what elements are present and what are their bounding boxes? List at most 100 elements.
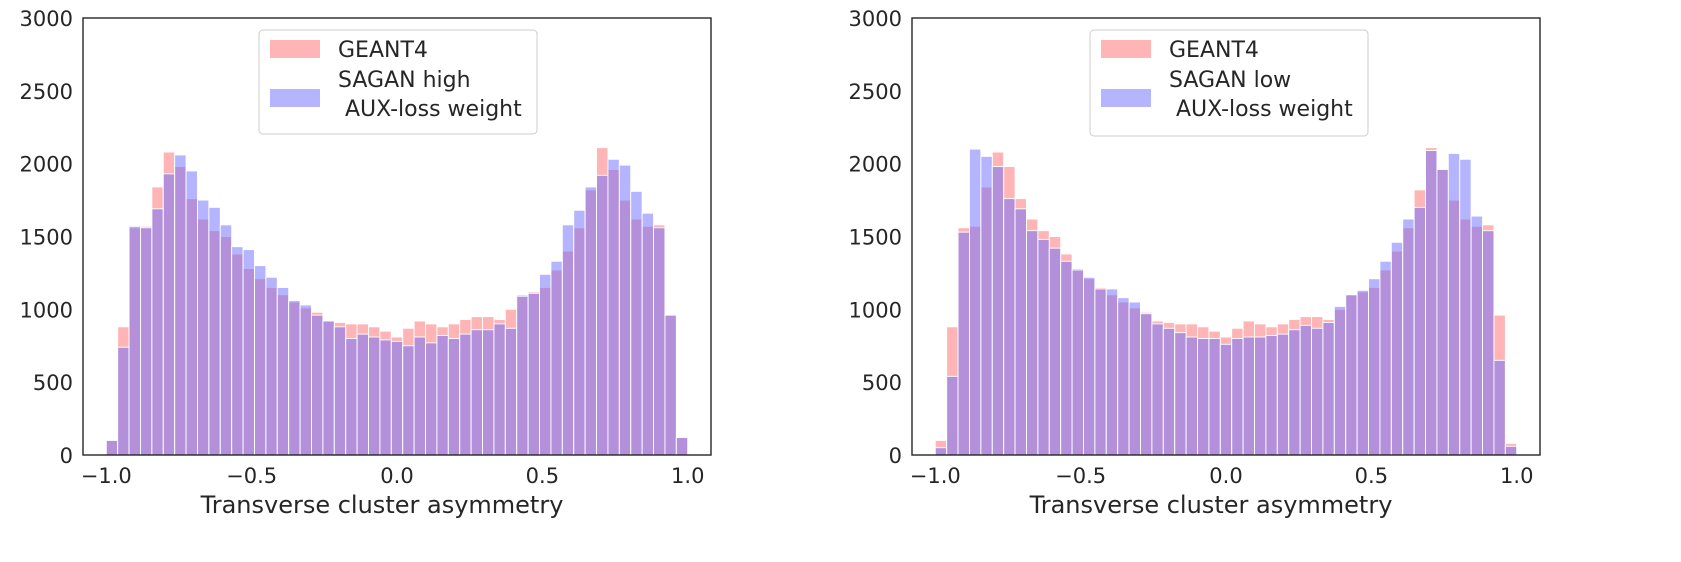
- y-tick-label: 1000: [849, 298, 902, 322]
- histogram-bar: [1254, 336, 1267, 456]
- histogram-bar: [1094, 288, 1107, 456]
- x-axis-label: Transverse cluster asymmetry: [200, 491, 564, 519]
- histogram-bar: [539, 273, 552, 456]
- legend: GEANT4 SAGAN low AUX-loss weight: [1089, 29, 1369, 137]
- histogram-bar: [1447, 153, 1461, 456]
- y-tick-label: 2000: [849, 153, 902, 177]
- y-tick-label: 2000: [20, 153, 73, 177]
- histogram-bar: [946, 375, 959, 456]
- histogram-bar: [425, 342, 438, 456]
- histogram-bar: [1288, 329, 1301, 456]
- histogram-bar: [322, 320, 335, 456]
- legend-box: [258, 29, 538, 135]
- x-tick-label: 1.0: [671, 464, 704, 488]
- histogram-bar: [1197, 338, 1210, 456]
- histogram-bar: [596, 174, 609, 456]
- histogram-bar: [1265, 335, 1278, 456]
- histogram-bar: [504, 327, 518, 456]
- histogram-bar: [265, 276, 278, 456]
- histogram-bar: [934, 447, 948, 456]
- y-tick-label: 500: [862, 371, 902, 395]
- y-tick-label: 1000: [20, 298, 73, 322]
- y-tick-label: 500: [33, 371, 73, 395]
- histogram-bar: [1311, 327, 1324, 456]
- histogram-bar: [459, 333, 472, 456]
- plot-frame: [911, 17, 1541, 456]
- x-axis-label: Transverse cluster asymmetry: [1029, 491, 1393, 519]
- histogram-bar: [390, 340, 404, 456]
- x-tick-label: −1.0: [910, 464, 961, 488]
- histogram-bar: [288, 300, 301, 456]
- histogram-bar: [185, 170, 198, 456]
- histogram-bar: [1208, 338, 1221, 456]
- chart-panel-1: 0 500 1000 1500 2000 2500 3000 −1.0 −0.5 0.0 0.5 1.…: [20, 7, 712, 519]
- histogram-bar: [1425, 150, 1438, 456]
- histogram-bar: [1185, 336, 1198, 456]
- histogram-bar: [345, 338, 358, 456]
- legend-label-a: GEANT4: [1169, 38, 1259, 63]
- histogram-bar: [482, 329, 495, 456]
- legend-swatch-b: [270, 89, 320, 107]
- histogram-bar: [402, 345, 415, 456]
- histogram-bar: [1459, 158, 1472, 456]
- histogram-bar: [1402, 218, 1415, 456]
- histogram-bar: [1151, 323, 1164, 456]
- histogram-bar: [991, 166, 1005, 456]
- histogram-bar: [957, 231, 970, 456]
- histogram-bar: [1276, 333, 1290, 456]
- y-tick-label: 2500: [849, 80, 902, 104]
- histogram-bar: [1083, 276, 1096, 456]
- histogram-bar: [1482, 230, 1495, 456]
- x-tick-label: 0.0: [380, 464, 413, 488]
- histogram-bar: [470, 329, 483, 456]
- histogram-bar: [117, 346, 130, 456]
- plot-frame: [82, 17, 712, 456]
- histogram-bar: [1105, 288, 1119, 456]
- histogram-bar: [1128, 301, 1141, 456]
- y-tick-label: 3000: [849, 7, 902, 31]
- histogram-bar: [1048, 247, 1062, 456]
- legend-swatch-b: [1101, 89, 1151, 107]
- histogram-bar: [527, 292, 540, 456]
- histogram-bar: [561, 224, 575, 456]
- histogram-bar: [1231, 338, 1244, 456]
- histogram-bar: [1162, 327, 1176, 456]
- histogram-bar: [105, 439, 119, 456]
- histogram-bar: [162, 173, 176, 456]
- histogram-bar: [299, 304, 312, 456]
- histogram-bar: [1060, 260, 1073, 456]
- histogram-bar: [641, 212, 654, 456]
- histogram-bar: [607, 158, 620, 456]
- histogram-bar: [219, 224, 233, 456]
- histogram-bar: [254, 265, 267, 456]
- series-b: [105, 154, 689, 456]
- histogram-bar: [550, 260, 563, 456]
- histogram-bar: [493, 323, 506, 456]
- histogram-bar: [1413, 206, 1426, 456]
- series-b: [934, 148, 1518, 456]
- histogram-bar: [276, 287, 290, 456]
- histogram-bar: [584, 186, 597, 456]
- x-tick-label: 0.5: [526, 464, 559, 488]
- histogram-bar: [1071, 269, 1084, 456]
- histogram-bar: [969, 148, 982, 456]
- histogram-bar: [1356, 289, 1369, 456]
- x-tick-label: −0.5: [1055, 464, 1106, 488]
- histogram-bar: [208, 206, 221, 456]
- histogram-bar: [630, 190, 643, 456]
- histogram-bar: [379, 339, 392, 456]
- y-tick-label: 2500: [20, 80, 73, 104]
- histogram-bar: [1140, 313, 1153, 456]
- y-tick-label: 1500: [849, 226, 902, 250]
- histogram-bar: [1493, 359, 1506, 456]
- histogram-bar: [128, 225, 141, 456]
- histogram-bar: [1242, 336, 1255, 456]
- legend-swatch-a: [270, 40, 320, 58]
- histogram-bar: [1504, 445, 1518, 456]
- histogram-bar: [311, 314, 324, 456]
- histogram-bar: [1014, 208, 1027, 456]
- histogram-bar: [1379, 260, 1392, 456]
- x-tick-label: 1.0: [1500, 464, 1533, 488]
